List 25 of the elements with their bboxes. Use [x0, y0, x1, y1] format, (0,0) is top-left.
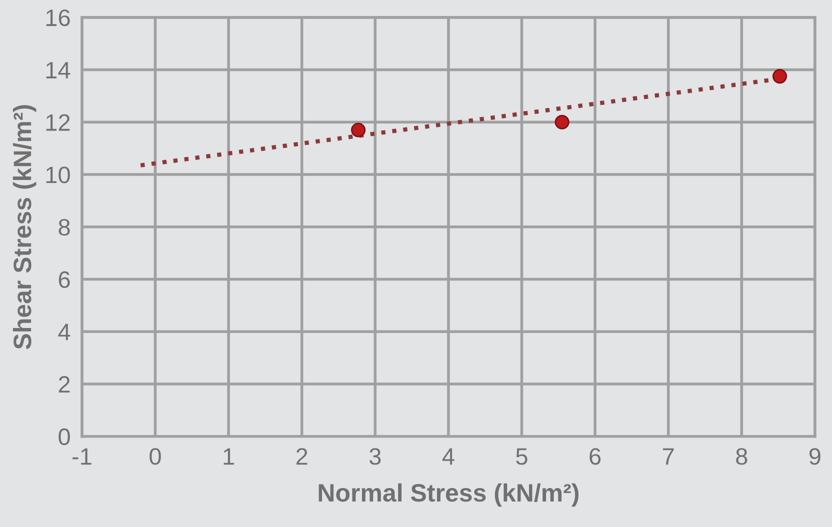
x-tick-label: 2: [296, 448, 308, 465]
x-tick-label: 9: [809, 448, 820, 465]
y-tick-label: 8: [58, 218, 70, 236]
x-tick-label: 4: [442, 448, 454, 465]
point: [351, 122, 366, 138]
x-tick-label: 6: [590, 448, 601, 465]
x-tick-label: 1: [224, 448, 234, 465]
y-tick-label: 16: [46, 9, 70, 26]
y-tick-label: 6: [58, 271, 70, 288]
point: [554, 114, 570, 130]
x-tick-label: 7: [662, 448, 674, 465]
y-tick-label: 12: [46, 114, 70, 131]
y-tick-label: 2: [58, 376, 70, 393]
x-tick-label: 8: [736, 448, 748, 465]
x-tick-label: 5: [516, 448, 528, 465]
y-tick-label: 10: [46, 166, 70, 184]
point: [772, 69, 788, 84]
y-axis-title: Shear Stress (kN/m²): [12, 105, 36, 350]
y-tick-label: 0: [58, 428, 70, 446]
x-tick-label: 3: [369, 448, 381, 465]
y-tick-label: 14: [46, 62, 70, 78]
x-tick-label: 0: [150, 448, 161, 465]
x-tick-label: -1: [72, 448, 92, 465]
x-axis-title: Normal Stress (kN/m²): [318, 483, 578, 507]
y-tick-label: 4: [58, 324, 70, 340]
